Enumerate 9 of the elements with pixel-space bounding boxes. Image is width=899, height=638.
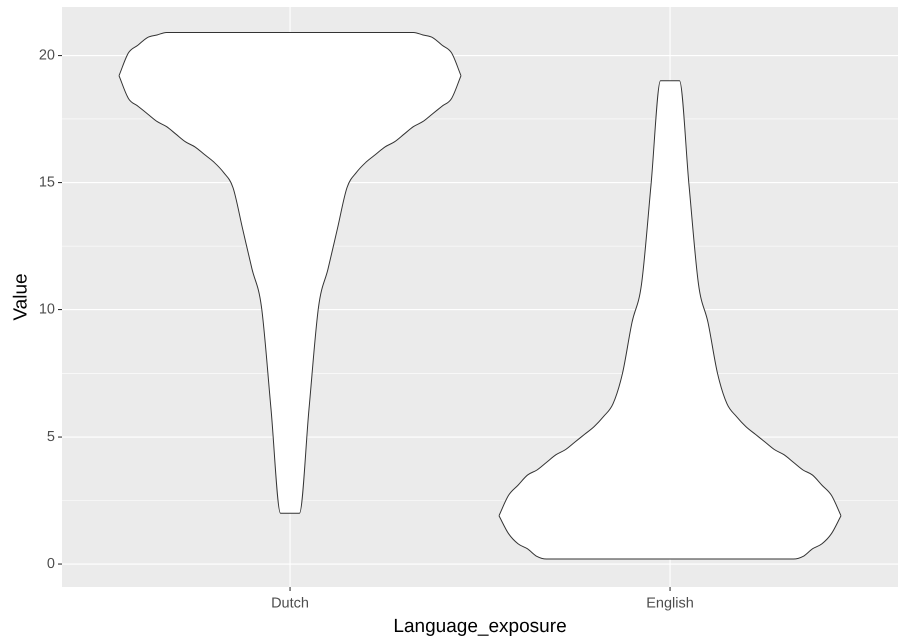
y-tick-label: 0 [46,556,55,572]
x-axis-title: Language_exposure [393,616,567,637]
y-axis-title: Value [10,273,32,321]
y-tick-label: 5 [46,428,55,445]
y-tick-label: 10 [38,302,55,318]
y-tick-label: 20 [38,47,55,64]
x-tick-label: English [646,596,694,612]
x-tick-label: Dutch [271,596,309,612]
y-tick-label: 15 [38,174,55,191]
